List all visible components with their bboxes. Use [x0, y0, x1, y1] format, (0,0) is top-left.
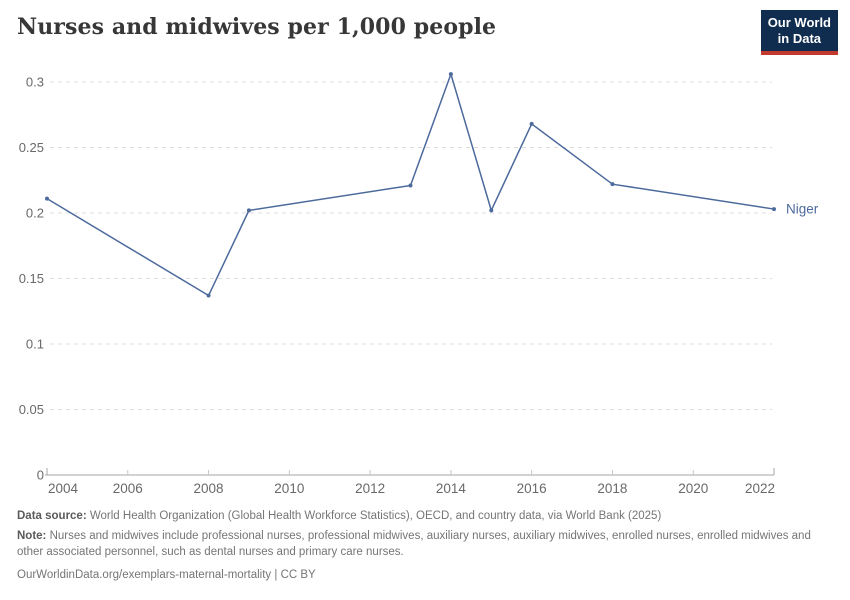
line-chart: 0 0.05 0.1 0.15 0.2 0.25 0.3 2004 2006 2008 2010 20… — [0, 60, 850, 505]
owid-logo[interactable]: Our World in Data — [760, 10, 838, 55]
data-source-text: World Health Organization (Global Health… — [89, 510, 662, 522]
owid-logo-line1: Our World — [767, 15, 831, 30]
y-tick-label: 0.1 — [26, 337, 44, 352]
y-tick-label: 0.05 — [19, 402, 44, 417]
x-tick-label: 2014 — [436, 481, 467, 496]
data-source-line: Data source: World Health Organization (… — [17, 508, 835, 525]
data-point[interactable] — [408, 183, 413, 188]
chart-footer: Data source: World Health Organization (… — [17, 508, 835, 587]
y-tick-label: 0.2 — [26, 206, 44, 221]
chart-title: Nurses and midwives per 1,000 people — [17, 14, 497, 40]
y-tick-label: 0.3 — [26, 75, 44, 90]
x-tick-label: 2004 — [48, 481, 79, 496]
x-tick-label: 2006 — [113, 481, 143, 496]
x-tick-label: 2008 — [194, 481, 224, 496]
y-tick-label: 0.15 — [19, 271, 44, 286]
y-tick-label: 0 — [37, 468, 44, 483]
line-chart-svg[interactable]: 0 0.05 0.1 0.15 0.2 0.25 0.3 2004 2006 2008 2010 20… — [0, 60, 850, 505]
x-tick-label: 2018 — [597, 481, 627, 496]
citation-license[interactable]: CC BY — [280, 569, 316, 582]
data-point[interactable] — [45, 196, 49, 201]
y-tick-label: 0.25 — [19, 140, 44, 155]
data-point[interactable] — [529, 121, 534, 126]
chart-header: Nurses and midwives per 1,000 people Our… — [0, 0, 850, 60]
x-tick-label: 2016 — [517, 481, 547, 496]
x-tick-label: 2022 — [745, 481, 775, 496]
x-tick-label: 2020 — [678, 481, 708, 496]
data-point[interactable] — [448, 72, 453, 77]
data-point[interactable] — [610, 182, 615, 187]
citation-line: OurWorldinData.org/exemplars-maternal-mo… — [17, 567, 835, 584]
data-point[interactable] — [246, 208, 251, 213]
note-line: Note: Nurses and midwives include profes… — [17, 528, 835, 561]
series-end-label[interactable]: Niger — [786, 202, 819, 217]
note-label: Note: — [17, 529, 47, 542]
note-text: Nurses and midwives include professional… — [17, 529, 811, 559]
x-tick-label: 2012 — [355, 481, 385, 496]
data-point[interactable] — [206, 293, 211, 298]
data-point[interactable] — [772, 207, 776, 212]
owid-logo-line2: in Data — [777, 31, 822, 47]
data-point[interactable] — [489, 208, 494, 213]
citation-url[interactable]: OurWorldinData.org/exemplars-maternal-mo… — [17, 569, 272, 582]
citation-separator: | — [274, 569, 278, 582]
data-source-label: Data source: — [17, 510, 87, 522]
x-tick-label: 2010 — [274, 481, 304, 496]
